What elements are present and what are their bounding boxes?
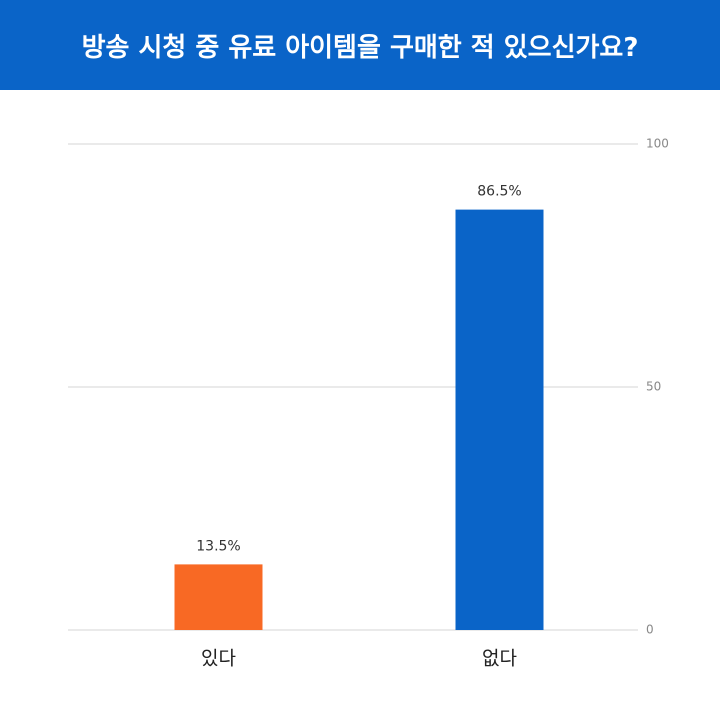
- bar: [174, 564, 263, 630]
- y-tick-label: 50: [646, 380, 661, 394]
- header: 방송 시청 중 유료 아이템을 구매한 적 있으신가요?: [0, 0, 720, 90]
- x-tick-label: 있다: [201, 648, 236, 670]
- x-tick-label: 없다: [482, 648, 517, 670]
- chart-title: 방송 시청 중 유료 아이템을 구매한 적 있으신가요?: [81, 32, 639, 63]
- bar: [455, 209, 544, 631]
- value-label: 86.5%: [477, 184, 521, 200]
- value-label: 13.5%: [196, 538, 240, 554]
- y-tick-label: 0: [646, 623, 654, 637]
- y-tick-label: 100: [646, 137, 669, 151]
